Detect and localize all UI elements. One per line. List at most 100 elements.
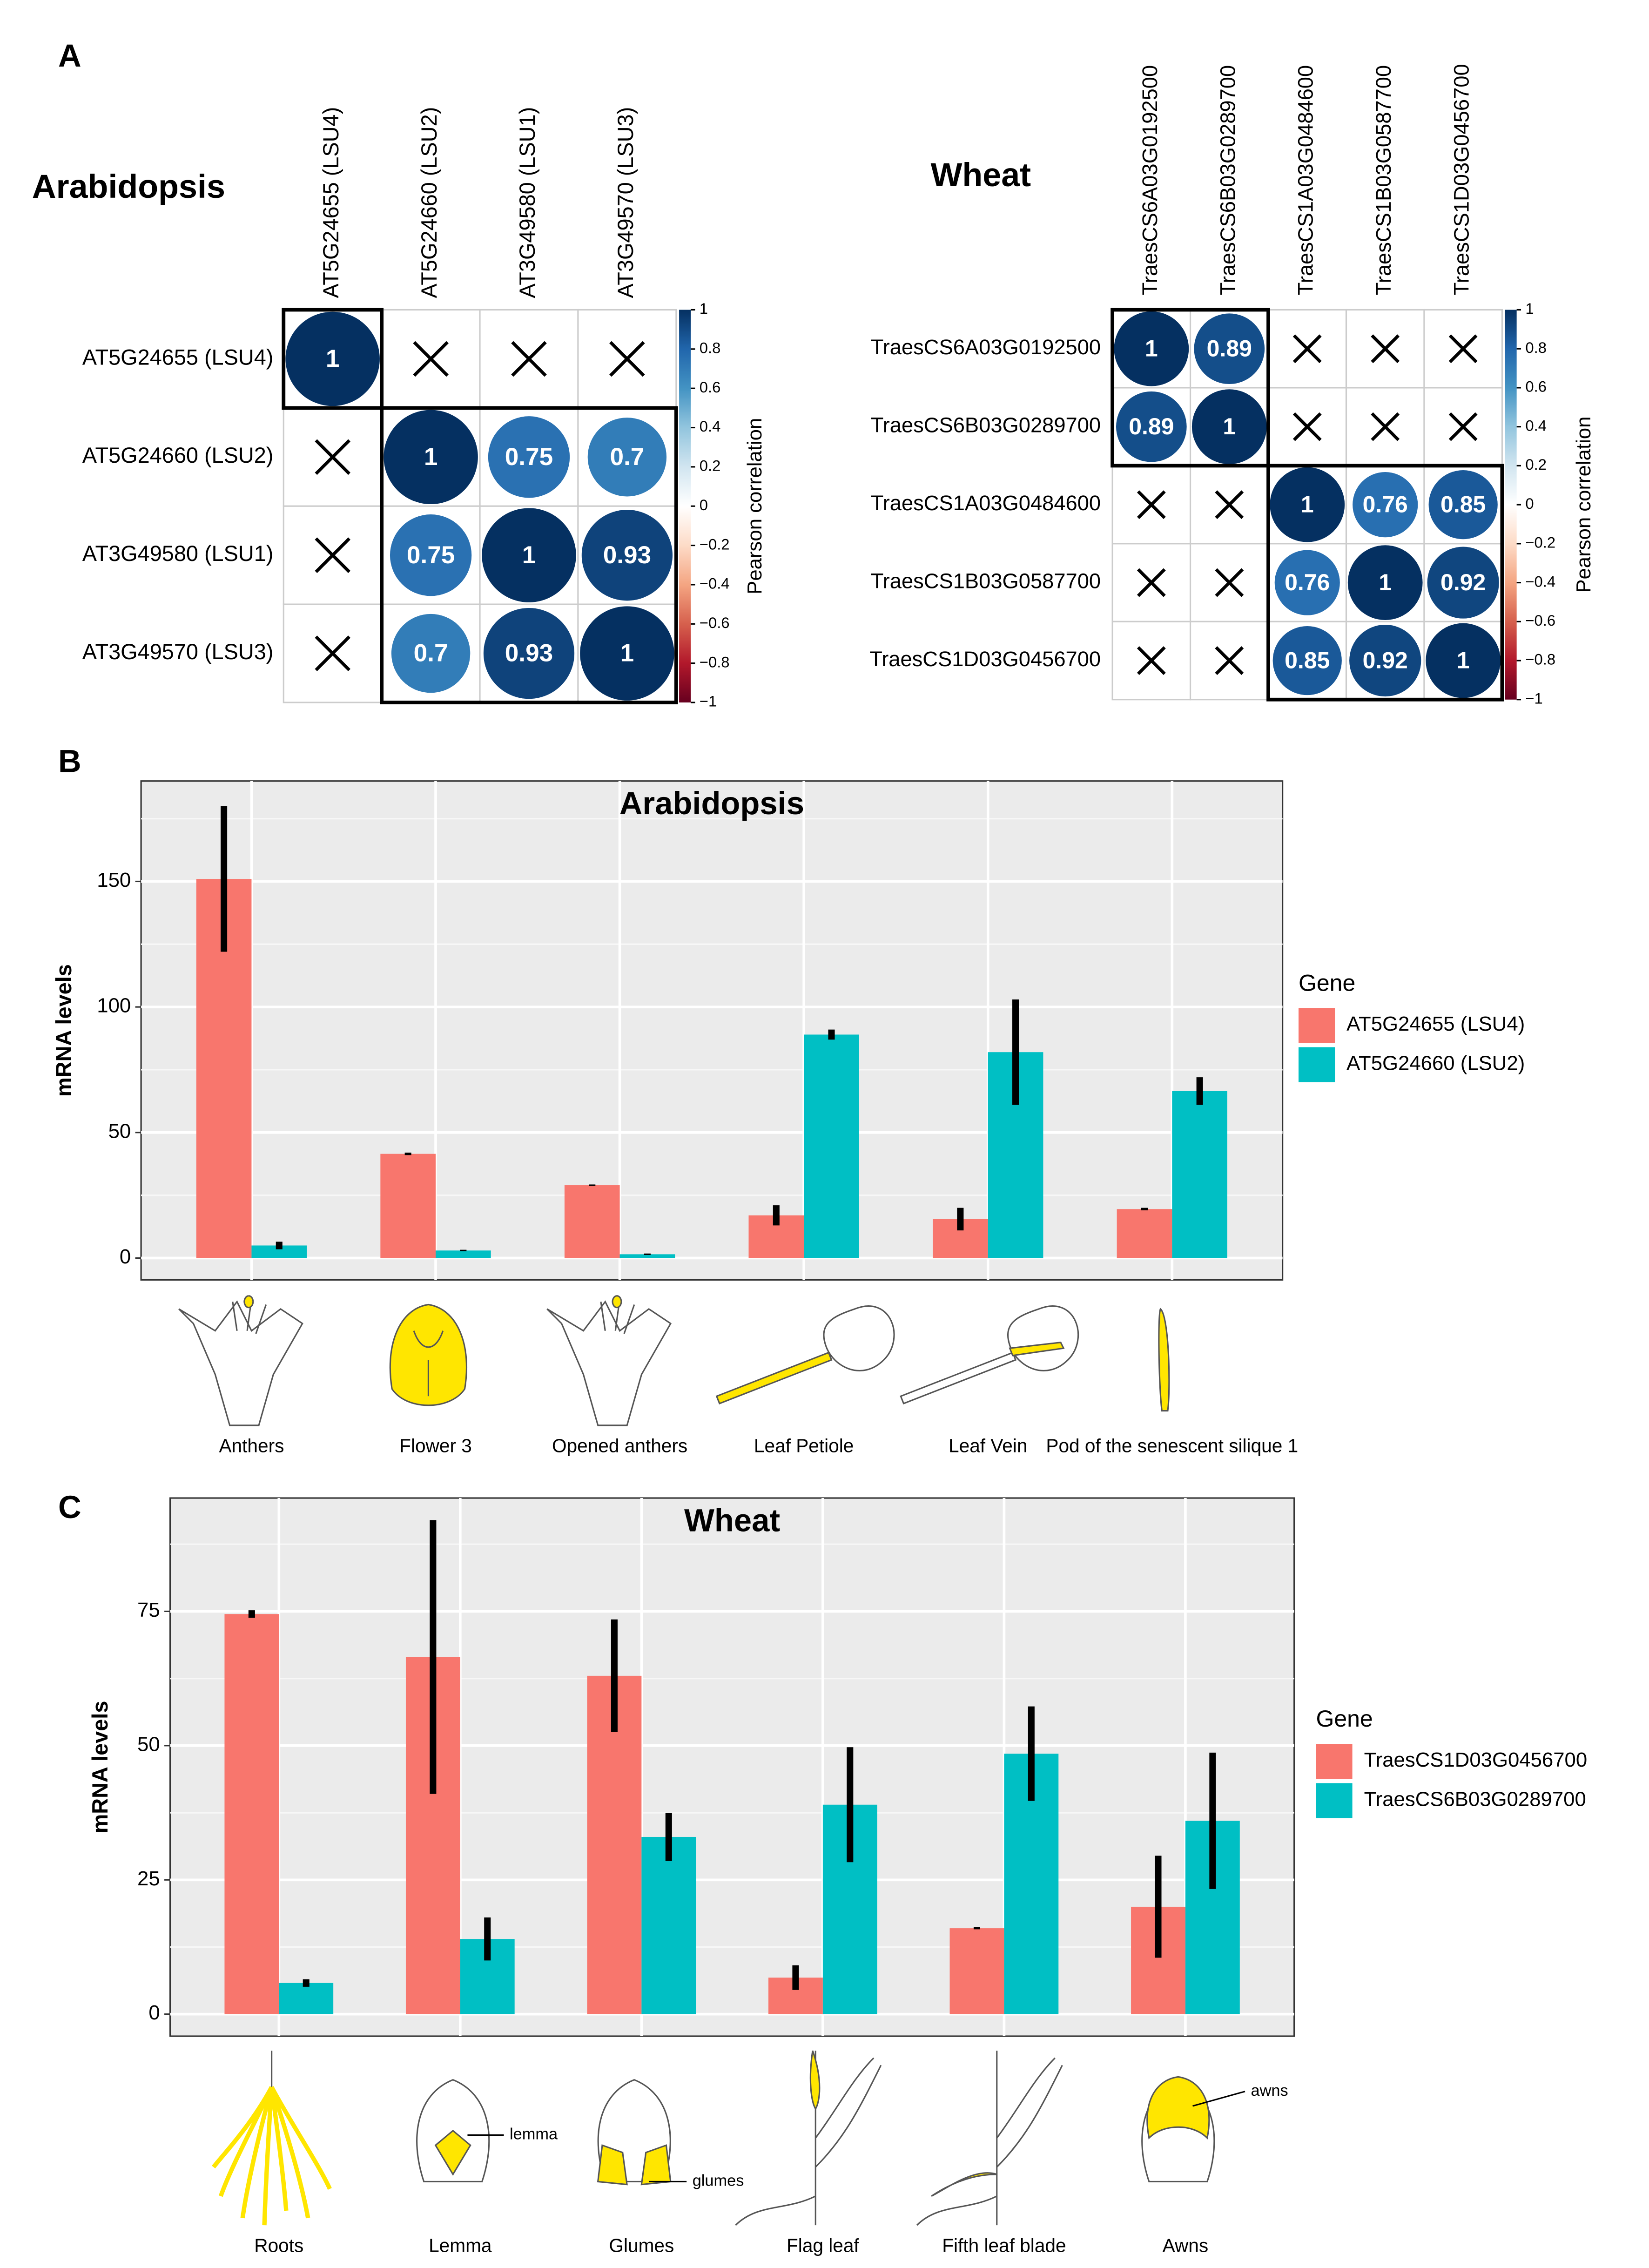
corr-circle bbox=[1428, 470, 1498, 540]
panel-label: B bbox=[58, 743, 81, 779]
corr-value: 0.92 bbox=[1440, 569, 1486, 595]
corr-value: 1 bbox=[424, 443, 438, 471]
corr-value: 1 bbox=[1223, 413, 1236, 439]
corr-value: 1 bbox=[522, 541, 536, 569]
colorbar-tick-label: 0.2 bbox=[700, 457, 721, 474]
illustration-part bbox=[1009, 1342, 1065, 1357]
colorbar-tick-label: 0 bbox=[1525, 495, 1534, 512]
column-label: TraesCS6A03G0192500 bbox=[1138, 65, 1162, 295]
y-tick-label: 0 bbox=[120, 1245, 131, 1268]
corr-value: 1 bbox=[1301, 491, 1314, 517]
cluster-box bbox=[1111, 308, 1270, 468]
x-tick-label: Fifth leaf blade bbox=[942, 2235, 1066, 2256]
corr-circle bbox=[483, 608, 575, 699]
x-tick-label: Leaf Vein bbox=[949, 1435, 1027, 1456]
cluster-box bbox=[1266, 464, 1504, 702]
x-tick-label: Glumes bbox=[609, 2235, 674, 2256]
corr-circle bbox=[1272, 626, 1342, 695]
corr-title: Wheat bbox=[931, 156, 1031, 194]
corr-circle bbox=[1427, 547, 1499, 619]
colorbar-tick-label: 0.6 bbox=[1525, 378, 1547, 395]
corr-value: 1 bbox=[1379, 569, 1392, 595]
bar bbox=[564, 1185, 620, 1258]
column-label: TraesCS1B03G0587700 bbox=[1372, 65, 1395, 295]
column-label: AT3G49570 (LSU3) bbox=[613, 107, 638, 298]
legend-label: TraesCS6B03G0289700 bbox=[1364, 1788, 1586, 1810]
illustration: glumes bbox=[597, 2079, 744, 2189]
cluster-box bbox=[282, 308, 384, 410]
corr-circle bbox=[1347, 545, 1423, 620]
y-tick-label: 75 bbox=[137, 1599, 160, 1621]
column-label: AT5G24655 (LSU4) bbox=[319, 107, 343, 298]
legend-key bbox=[1299, 1008, 1335, 1043]
colorbar-tick-label: −0.8 bbox=[1525, 651, 1555, 668]
legend-title: Gene bbox=[1299, 970, 1355, 996]
row-label: TraesCS1B03G0587700 bbox=[871, 569, 1101, 593]
x-mark bbox=[315, 537, 350, 573]
corr-circle bbox=[1353, 472, 1418, 538]
colorbar-label: Pearson correlation bbox=[743, 418, 766, 594]
illustration-part bbox=[931, 2172, 997, 2197]
column-label: AT5G24660 (LSU2) bbox=[417, 107, 441, 298]
colorbar-tick-label: −0.8 bbox=[700, 653, 730, 670]
column-label: AT3G49580 (LSU1) bbox=[515, 107, 539, 298]
x-mark bbox=[315, 439, 350, 475]
colorbar-tick-label: 0.8 bbox=[1525, 339, 1547, 356]
x-mark bbox=[1215, 646, 1244, 675]
bar bbox=[1117, 1209, 1172, 1258]
illustration-part bbox=[413, 1330, 444, 1397]
x-tick-label: Flower 3 bbox=[399, 1435, 472, 1456]
illustration-part bbox=[178, 1300, 303, 1426]
corr-title: Arabidopsis bbox=[32, 168, 225, 205]
root bbox=[269, 2086, 289, 2211]
corr-circle bbox=[384, 410, 478, 505]
row-label: TraesCS6A03G0192500 bbox=[871, 335, 1101, 359]
illustration bbox=[546, 1295, 672, 1426]
bar bbox=[436, 1250, 491, 1258]
colorbar-tick-label: −0.4 bbox=[1525, 573, 1555, 590]
row-label: AT5G24660 (LSU2) bbox=[82, 443, 274, 467]
colorbar-tick-label: −0.4 bbox=[700, 575, 730, 592]
corr-circle bbox=[391, 614, 471, 693]
y-tick-label: 50 bbox=[137, 1733, 160, 1755]
corr-value: 0.92 bbox=[1363, 647, 1408, 673]
illustration: awns bbox=[1141, 2076, 1288, 2182]
row-label: TraesCS1D03G0456700 bbox=[869, 647, 1101, 671]
colorbar bbox=[1505, 310, 1517, 700]
legend-label: AT5G24660 (LSU2) bbox=[1346, 1052, 1525, 1075]
x-mark bbox=[1371, 412, 1400, 441]
corr-circle bbox=[580, 606, 674, 701]
x-tick-label: Awns bbox=[1163, 2235, 1209, 2256]
panel-label: C bbox=[58, 1489, 81, 1525]
illustration-part bbox=[1007, 1305, 1079, 1371]
illustration-part bbox=[612, 1295, 622, 1309]
illustration-part bbox=[735, 2057, 882, 2226]
illustration-part bbox=[546, 1300, 672, 1426]
x-mark bbox=[413, 341, 449, 377]
x-tick-label: Flag leaf bbox=[787, 2235, 859, 2256]
illustration bbox=[715, 1305, 895, 1404]
colorbar-tick-label: 0.4 bbox=[700, 418, 721, 435]
colorbar-tick-label: 1 bbox=[700, 300, 708, 317]
legend-label: TraesCS1D03G0456700 bbox=[1364, 1748, 1588, 1771]
root bbox=[269, 2086, 310, 2219]
corr-value: 0.75 bbox=[407, 541, 455, 569]
corr-circle bbox=[1426, 623, 1501, 698]
x-tick-label: Anthers bbox=[219, 1435, 284, 1456]
plot-panel bbox=[140, 780, 1284, 1281]
illustration bbox=[735, 2050, 882, 2226]
annotation-leader bbox=[1192, 2091, 1245, 2107]
x-mark bbox=[1215, 568, 1244, 597]
corr-value: 1 bbox=[326, 345, 340, 372]
x-mark bbox=[1137, 646, 1166, 675]
y-tick-label: 100 bbox=[97, 994, 131, 1017]
legend-title: Gene bbox=[1316, 1706, 1373, 1732]
x-tick-label: Lemma bbox=[429, 2235, 492, 2256]
illustration-part bbox=[389, 1303, 468, 1406]
illustration bbox=[1158, 1308, 1170, 1412]
illustration bbox=[178, 1295, 303, 1426]
illustration bbox=[212, 2051, 332, 2226]
panel-label: A bbox=[58, 38, 81, 74]
colorbar-tick-label: 0.2 bbox=[1525, 456, 1547, 473]
colorbar-label: Pearson correlation bbox=[1572, 417, 1595, 593]
